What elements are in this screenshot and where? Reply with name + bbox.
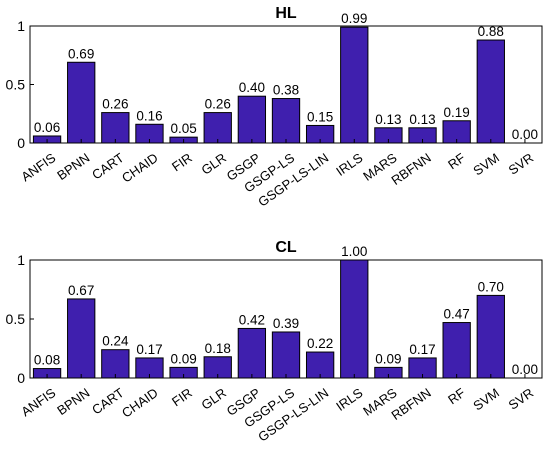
x-tick-label: SVM	[470, 385, 502, 413]
bar-bpnn	[67, 61, 96, 144]
bar-gsgp-ls	[271, 98, 301, 144]
bar-value-label: 0.99	[341, 11, 367, 26]
bar-value-label: 0.39	[273, 316, 299, 331]
bar-value-label: 0.15	[307, 109, 333, 124]
bar-value-label: 0.13	[409, 112, 435, 127]
bar-value-label: 0.67	[68, 283, 94, 298]
bar-value-label: 0.05	[170, 121, 196, 136]
bar-value-label: 0.24	[102, 334, 129, 349]
bar-value-label: 0.26	[102, 97, 128, 112]
bar-value-label: 0.38	[273, 83, 299, 98]
x-tick-label: FIR	[169, 385, 195, 409]
x-tick-label: RF	[445, 385, 468, 407]
x-tick-label: SVR	[506, 150, 537, 178]
x-tick-label: FIR	[169, 150, 195, 174]
chart-panel-cl: CL0.08ANFIS0.67BPNN0.24CART0.17CHAID0.09…	[6, 239, 543, 445]
chart-title: CL	[275, 239, 297, 256]
bar-value-label: 1.00	[341, 244, 367, 259]
x-tick-label: IRLS	[333, 385, 366, 414]
y-tick-label: 0.5	[6, 311, 26, 327]
x-tick-label: RF	[445, 150, 468, 172]
x-tick-label: CHAID	[119, 385, 161, 420]
chart-panel-hl: HL0.06ANFIS0.69BPNN0.26CART0.16CHAID0.05…	[6, 5, 543, 210]
axes-frame	[29, 25, 543, 144]
bar-value-label: 0.00	[512, 362, 538, 377]
bar-value-label: 0.88	[478, 24, 504, 39]
y-tick-label: 0	[17, 135, 25, 151]
bar-value-label: 0.19	[444, 105, 470, 120]
bar-gsgp-ls	[271, 331, 301, 379]
bar-value-label: 0.00	[512, 127, 538, 142]
bar-value-label: 0.22	[307, 336, 333, 351]
bar-value-label: 0.16	[136, 108, 162, 123]
x-tick-label: BPNN	[54, 385, 92, 418]
bar-cart	[101, 112, 130, 144]
bar-value-label: 0.40	[239, 80, 265, 95]
bar-value-label: 0.42	[239, 312, 265, 327]
y-tick-label: 1	[17, 18, 25, 34]
bar-value-label: 0.08	[34, 353, 60, 368]
bar-value-label: 0.09	[170, 351, 196, 366]
x-tick-label: ANFIS	[18, 150, 58, 184]
x-tick-label: BPNN	[54, 150, 92, 183]
bar-irls	[340, 259, 369, 379]
bar-svm	[476, 39, 505, 144]
bar-value-label: 0.13	[375, 112, 401, 127]
bar-value-label: 0.06	[34, 120, 60, 135]
x-tick-label: ANFIS	[18, 385, 58, 419]
x-tick-label: SVM	[470, 150, 502, 178]
bar-gsgp	[237, 327, 267, 379]
x-tick-label: IRLS	[333, 150, 366, 179]
bar-bpnn	[67, 298, 96, 379]
x-tick-label: CHAID	[119, 150, 161, 185]
chart-title: HL	[275, 5, 297, 22]
bar-svm	[476, 294, 505, 379]
axes-frame	[29, 259, 543, 379]
bar-cart	[101, 349, 130, 379]
bar-irls	[340, 26, 369, 144]
y-tick-label: 0	[17, 370, 25, 386]
x-tick-label: RBFNN	[388, 150, 433, 188]
bar-value-label: 0.17	[136, 342, 162, 357]
bar-value-label: 0.47	[444, 307, 470, 322]
y-tick-label: 1	[17, 252, 25, 268]
x-tick-label: SVR	[506, 385, 537, 413]
bar-value-label: 0.17	[409, 342, 435, 357]
bar-value-label: 0.69	[68, 46, 94, 61]
bar-gsgp-ls-lin	[305, 351, 335, 379]
bar-value-label: 0.26	[205, 97, 231, 112]
bar-gsgp	[237, 95, 267, 144]
bar-value-label: 0.09	[375, 351, 401, 366]
x-tick-label: RBFNN	[388, 385, 433, 423]
y-tick-label: 0.5	[6, 77, 26, 93]
bar-value-label: 0.70	[478, 279, 504, 294]
bar-value-label: 0.18	[205, 341, 231, 356]
bar-glr	[203, 112, 232, 144]
bar-rf	[442, 322, 471, 379]
